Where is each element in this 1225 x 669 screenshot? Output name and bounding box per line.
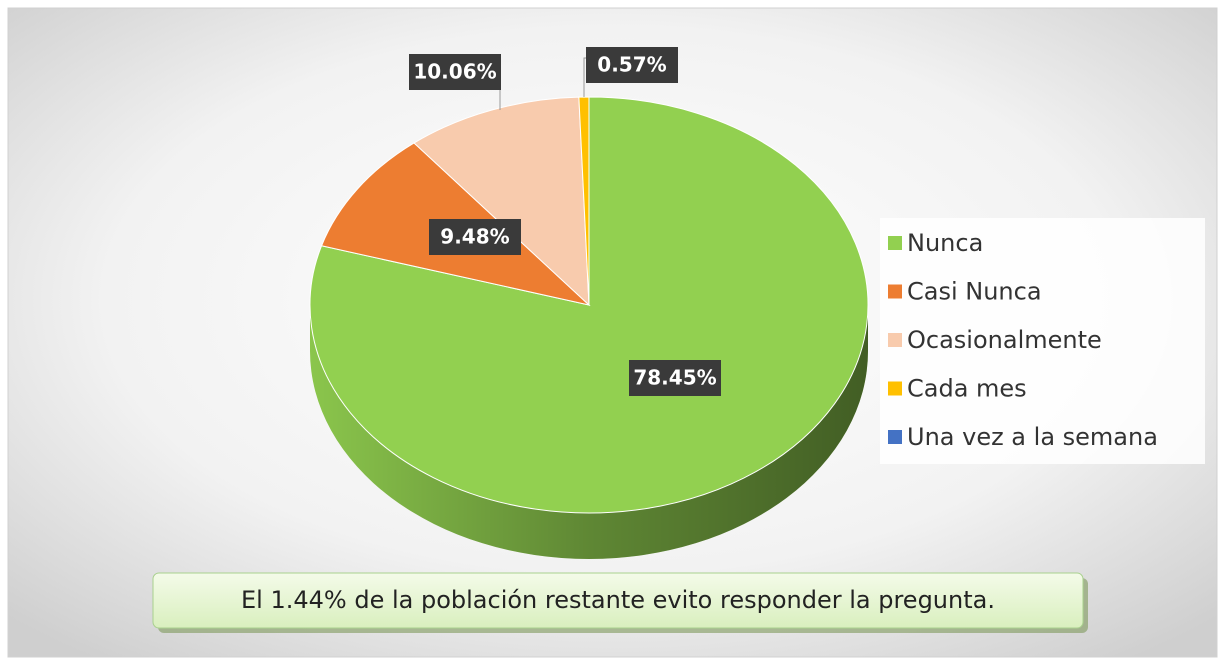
legend-label: Una vez a la semana xyxy=(907,423,1158,451)
legend: Nunca Casi Nunca Ocasionalmente Cada mes Una… xyxy=(880,218,1205,464)
slice xyxy=(413,96,590,307)
data-label: 78.45% xyxy=(633,366,716,390)
label-box xyxy=(629,360,721,396)
data-labels: 78.45% 9.48% 10.06% 0.57% xyxy=(409,47,721,396)
note-box xyxy=(152,572,1084,629)
legend-swatch xyxy=(888,284,902,299)
label-box xyxy=(409,54,501,90)
data-label: 10.06% xyxy=(413,60,496,84)
legend-swatch xyxy=(888,381,902,396)
slice xyxy=(309,96,869,514)
slice xyxy=(578,96,590,306)
legend-swatch xyxy=(888,430,902,444)
label-box xyxy=(586,47,678,83)
legend-swatch xyxy=(888,333,902,347)
legend-label: Casi Nunca xyxy=(907,278,1042,306)
legend-swatch xyxy=(888,236,902,250)
legend-label: Cada mes xyxy=(907,375,1027,403)
data-label: 0.57% xyxy=(597,53,666,77)
slice-side-shade xyxy=(310,305,868,559)
label-box xyxy=(429,219,521,255)
legend-label: Ocasionalmente xyxy=(907,326,1102,354)
annotation: El 1.44% de la población restante evito … xyxy=(241,586,995,614)
legend-label: Nunca xyxy=(907,229,983,257)
pie xyxy=(309,96,869,559)
legend-box xyxy=(880,218,1205,464)
data-label: 9.48% xyxy=(440,225,509,249)
